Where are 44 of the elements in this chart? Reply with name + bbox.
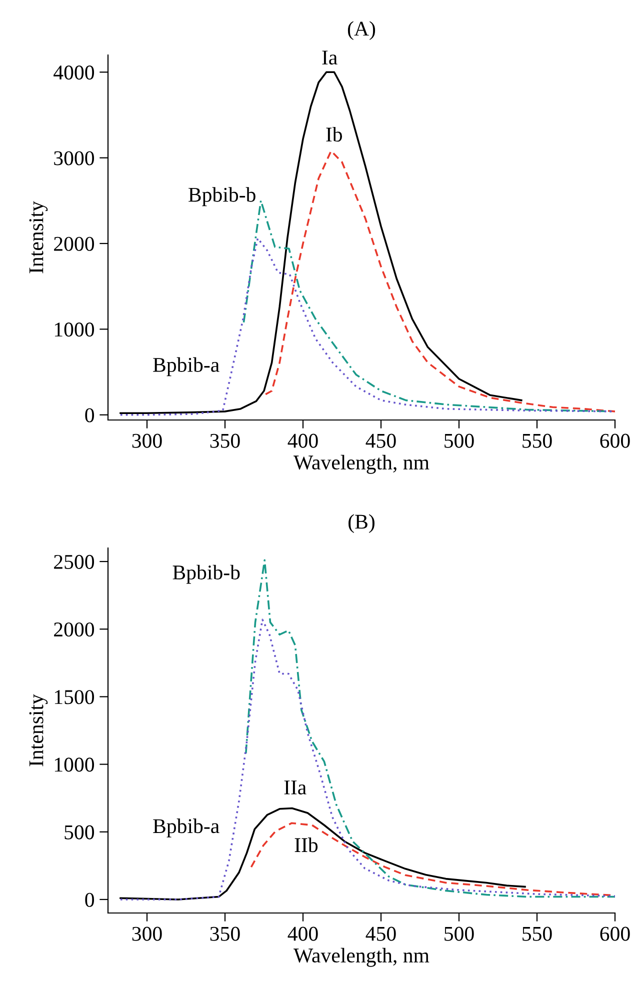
y-tick-label: 1500 bbox=[54, 690, 94, 704]
x-tick-label: 350 bbox=[210, 926, 240, 941]
series-label: Ia bbox=[322, 50, 338, 65]
x-tick-label: 500 bbox=[444, 926, 474, 941]
line-series bbox=[120, 807, 526, 900]
series-label: Bpbib-b bbox=[188, 187, 256, 206]
line-series bbox=[245, 559, 615, 898]
y-tick-label: 1000 bbox=[54, 322, 94, 337]
y-tick-label: 1000 bbox=[54, 758, 94, 772]
x-tick-label: 300 bbox=[132, 434, 162, 448]
line-series bbox=[264, 150, 615, 412]
x-tick-label: 600 bbox=[600, 926, 630, 941]
series-label: Bpbib-a bbox=[153, 357, 220, 376]
x-tick-label: 400 bbox=[288, 434, 318, 448]
x-axis-title: Wavelength, nm bbox=[294, 948, 430, 967]
x-tick-label: 550 bbox=[522, 926, 552, 941]
chart-title: (A) bbox=[348, 21, 376, 40]
line-series bbox=[120, 618, 615, 900]
x-axis-title: Wavelength, nm bbox=[294, 454, 430, 474]
y-tick-label: 0 bbox=[85, 408, 94, 422]
series-label: Bpbib-a bbox=[153, 818, 220, 838]
line-series bbox=[120, 71, 522, 414]
y-tick-label: 3000 bbox=[54, 151, 94, 166]
y-axis-title: Intensity bbox=[29, 694, 48, 766]
series-label: Bpbib-b bbox=[172, 564, 240, 584]
chart-title: (B) bbox=[348, 514, 374, 533]
x-tick-label: 400 bbox=[288, 926, 318, 941]
series-label: Ib bbox=[326, 126, 342, 142]
series-label: IIb bbox=[294, 837, 318, 852]
y-tick-label: 500 bbox=[64, 825, 94, 840]
y-tick-label: 2000 bbox=[54, 236, 94, 251]
y-tick-label: 2000 bbox=[54, 622, 94, 637]
x-tick-label: 450 bbox=[366, 434, 396, 448]
x-tick-label: 500 bbox=[444, 434, 474, 448]
y-tick-label: 4000 bbox=[54, 66, 94, 80]
series-label: IIa bbox=[284, 780, 306, 794]
x-tick-label: 450 bbox=[366, 926, 396, 941]
x-tick-label: 600 bbox=[600, 434, 630, 448]
y-axis-title: Intensity bbox=[29, 201, 48, 274]
y-tick-label: 2500 bbox=[54, 554, 94, 569]
y-tick-label: 0 bbox=[85, 892, 94, 907]
x-tick-label: 550 bbox=[522, 434, 552, 448]
x-tick-label: 350 bbox=[210, 434, 240, 448]
x-tick-label: 300 bbox=[132, 926, 162, 941]
